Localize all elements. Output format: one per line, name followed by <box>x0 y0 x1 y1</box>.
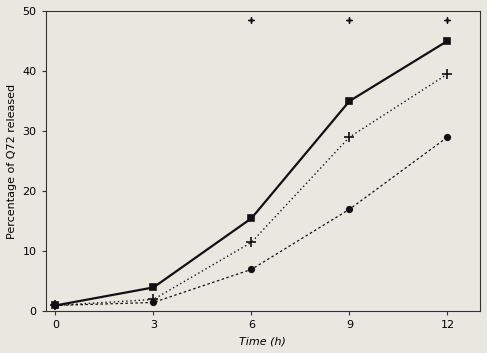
Y-axis label: Percentage of Q72 released: Percentage of Q72 released <box>7 84 17 239</box>
X-axis label: Time (h): Time (h) <box>240 336 286 346</box>
